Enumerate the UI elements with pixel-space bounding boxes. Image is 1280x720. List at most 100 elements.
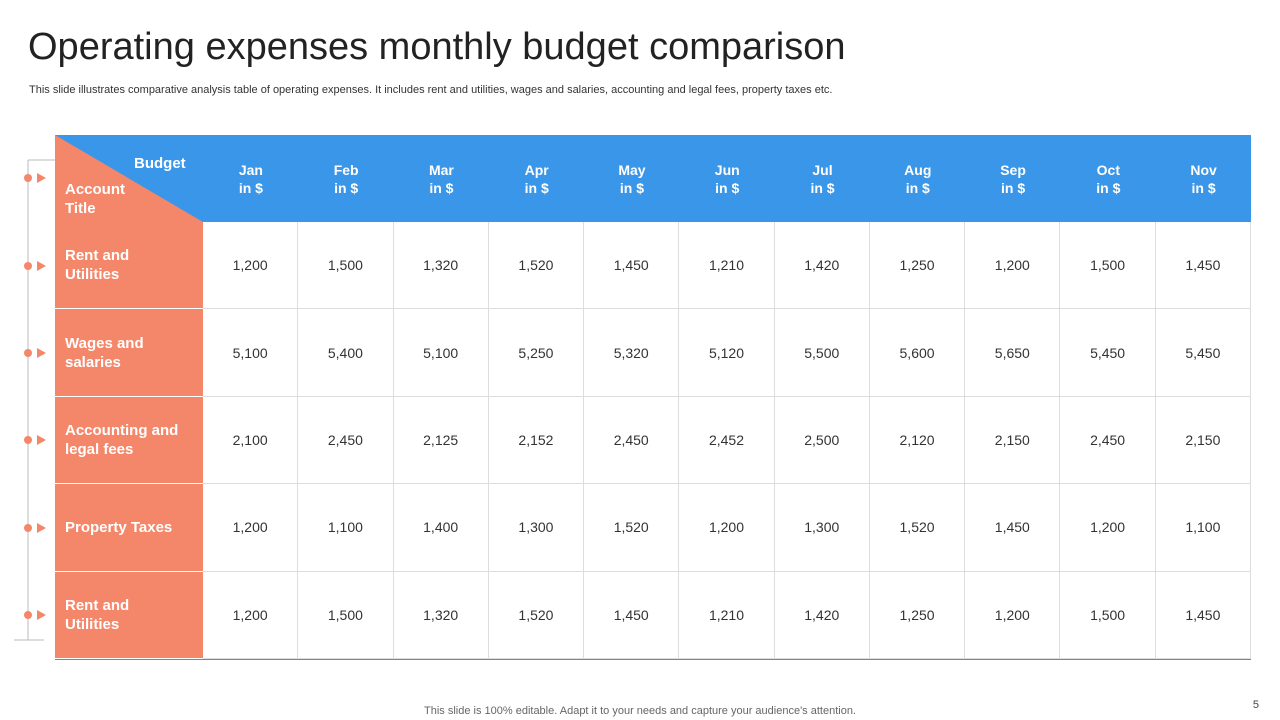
cell: 1,450 (1155, 571, 1251, 659)
header-month: May (618, 161, 646, 178)
cell: 1,450 (584, 222, 680, 310)
header-unit: in $ (715, 179, 740, 196)
cell: 5,320 (584, 309, 680, 397)
account-title: Rent and Utilities (55, 571, 203, 659)
corner-top: Budget (134, 155, 186, 172)
cell: 1,500 (298, 222, 394, 310)
header-unit: in $ (429, 179, 454, 196)
cell: 1,100 (298, 484, 394, 572)
column-header: Jun in $ (679, 135, 776, 222)
header-unit: in $ (1191, 179, 1216, 196)
header-unit: in $ (1096, 179, 1121, 196)
cell: 1,420 (774, 571, 870, 659)
header-month: Mar (428, 161, 454, 178)
header-month: Aug (904, 161, 932, 178)
column-header: Sep in $ (965, 135, 1061, 222)
cell: 5,450 (1155, 309, 1251, 397)
column-header: May in $ (584, 135, 680, 222)
cell: 1,300 (774, 484, 870, 572)
table-bottom-rule (55, 658, 1251, 660)
cell: 5,650 (965, 309, 1061, 397)
column-header: Nov in $ (1155, 135, 1252, 222)
cell: 1,500 (298, 571, 394, 659)
cell: 1,400 (393, 484, 489, 572)
header-month: Apr (524, 161, 549, 178)
subtitle: This slide illustrates comparative analy… (29, 84, 833, 96)
header-month: Sep (1000, 161, 1026, 178)
cell: 1,520 (488, 571, 585, 659)
cell: 1,210 (679, 222, 775, 310)
title: Operating expenses monthly budget compar… (28, 26, 846, 68)
header-unit: in $ (810, 179, 835, 196)
cell: 1,250 (869, 222, 966, 310)
cell: 1,320 (393, 222, 489, 310)
cell: 1,500 (1060, 222, 1156, 310)
header-unit: in $ (619, 179, 645, 196)
header-month: Jun (714, 161, 740, 178)
column-header: Feb in $ (298, 135, 395, 222)
cell: 2,125 (393, 396, 489, 485)
column-header: Oct in $ (1060, 135, 1157, 222)
column-header: Apr in $ (488, 135, 585, 222)
cell: 2,450 (1060, 396, 1156, 485)
cell: 5,450 (1060, 309, 1156, 397)
cell: 5,100 (393, 309, 489, 397)
cell: 1,520 (488, 222, 585, 310)
cell: 1,200 (203, 484, 299, 572)
footer: This slide is 100% editable. Adapt it to… (424, 705, 856, 717)
account-title: Wages and salaries (55, 309, 203, 397)
corner-cell: Budget Account Title (55, 135, 203, 222)
cell: 5,120 (679, 309, 775, 397)
account-title: Property Taxes (55, 484, 203, 572)
cell: 2,150 (1155, 396, 1251, 485)
cell: 5,500 (774, 309, 870, 397)
cell: 1,450 (965, 484, 1061, 572)
cell: 1,250 (869, 571, 966, 659)
cell: 1,200 (965, 222, 1061, 310)
column-header: Jul in $ (774, 135, 871, 222)
column-header: Mar in $ (393, 135, 490, 222)
cell: 2,450 (298, 396, 394, 485)
cell: 1,450 (584, 571, 680, 659)
cell: 2,100 (203, 396, 299, 485)
cell: 1,210 (679, 571, 775, 659)
column-header: Jan in $ (203, 135, 299, 222)
cell: 1,200 (1060, 484, 1156, 572)
cell: 2,150 (965, 396, 1061, 485)
header-unit: in $ (334, 179, 359, 196)
cell: 1,200 (965, 571, 1061, 659)
cell: 5,400 (298, 309, 394, 397)
cell: 5,250 (488, 309, 585, 397)
header-unit: in $ (905, 179, 930, 196)
header-month: Feb (333, 161, 359, 178)
header-unit: in $ (524, 179, 549, 196)
cell: 2,120 (869, 396, 966, 485)
header-unit: in $ (238, 179, 263, 196)
header-month: Nov (1190, 161, 1217, 178)
cell: 1,200 (203, 571, 299, 659)
cell: 1,520 (869, 484, 966, 572)
corner-triangle (55, 135, 203, 222)
page-number: 5 (1252, 699, 1259, 711)
header-month: Jul (812, 161, 833, 178)
left-decoration (14, 159, 55, 641)
cell: 2,450 (584, 396, 680, 485)
cell: 5,600 (869, 309, 966, 397)
cell: 1,420 (774, 222, 870, 310)
cell: 1,200 (203, 222, 299, 310)
corner-bottom: Account Title (65, 181, 125, 217)
cell: 1,100 (1155, 484, 1251, 572)
cell: 2,452 (679, 396, 775, 485)
cell: 1,450 (1155, 222, 1251, 310)
cell: 1,500 (1060, 571, 1156, 659)
cell: 1,320 (393, 571, 489, 659)
cell: 1,300 (488, 484, 585, 572)
cell: 1,520 (584, 484, 680, 572)
account-title: Accounting and legal fees (55, 396, 203, 485)
header-month: Oct (1096, 161, 1120, 178)
header-unit: in $ (1000, 179, 1026, 196)
cell: 5,100 (203, 309, 299, 397)
cell: 2,152 (488, 396, 585, 485)
header-month: Jan (238, 161, 263, 178)
